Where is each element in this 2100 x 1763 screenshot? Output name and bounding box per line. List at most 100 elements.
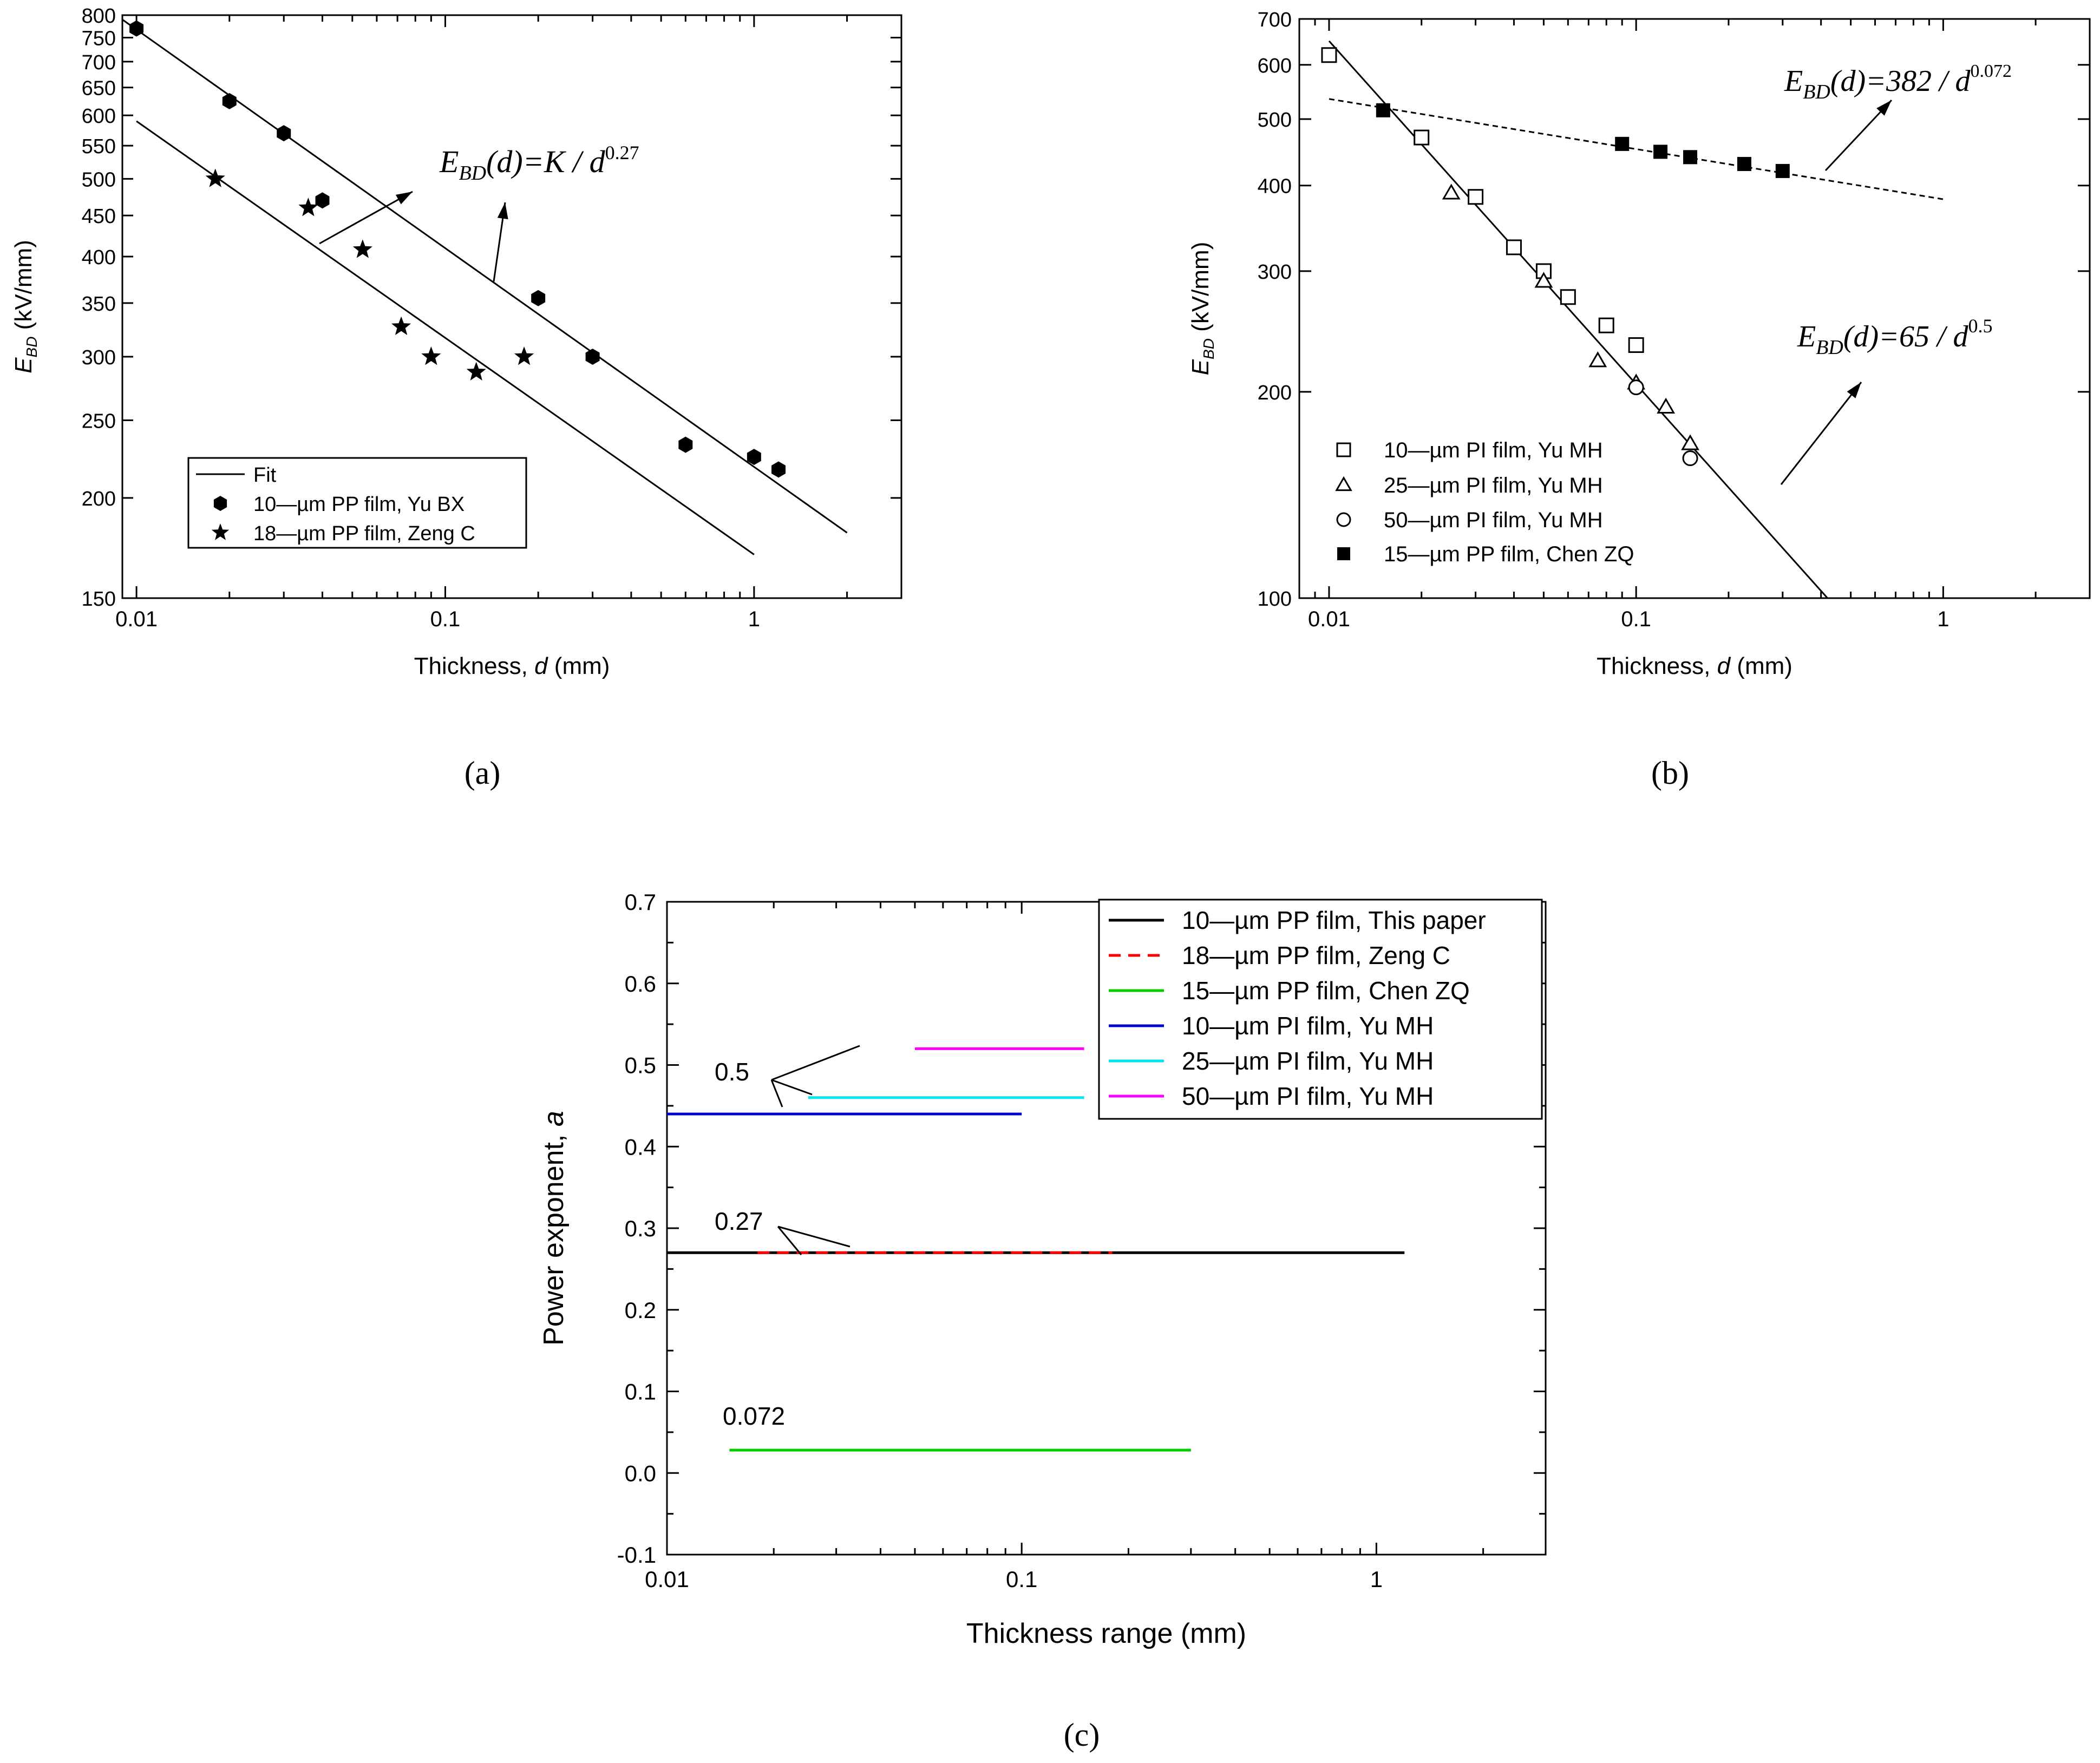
- panel-b-xlabel-var: d: [1717, 653, 1731, 679]
- panel-c-annotation-0.27: 0.27: [715, 1207, 763, 1235]
- panel-b-point-open-triangle: [1657, 397, 1676, 414]
- panel-b-ytick-label: 100: [1258, 588, 1292, 611]
- panel-a-legend-star: [211, 523, 230, 540]
- panel-c-leader: [771, 1079, 813, 1096]
- panel-b-point-filled-square: [1653, 145, 1668, 159]
- panel-b-xlabel-unit: (mm): [1730, 653, 1792, 679]
- panel-a-point-star: [391, 316, 411, 335]
- panel-b-frame: [1298, 18, 2091, 599]
- panel-a-ylabel-sub: BD: [23, 337, 40, 358]
- panel-b-point-open-triangle: [1681, 434, 1699, 450]
- panel-c-ylabel-var: a: [538, 1111, 570, 1126]
- panel-a-legend-label: 10—µm PP film, Yu BX: [253, 493, 465, 516]
- panel-a-ytick-label: 700: [82, 51, 116, 74]
- panel-c-ytick-label: 0.0: [625, 1460, 656, 1486]
- panel-c-xtick-label: 0.1: [1006, 1567, 1037, 1592]
- panel-b-legend-filled-square: [1337, 547, 1350, 560]
- panel-b-ylabel-unit: (kV/mm): [1187, 242, 1214, 338]
- panel-b-xlabel-text: Thickness,: [1597, 653, 1717, 679]
- panel-c-legend-label: 15—µm PP film, Chen ZQ: [1182, 976, 1470, 1005]
- panel-c-annotation-0.072: 0.072: [723, 1402, 785, 1430]
- panel-a-ytick-label: 550: [82, 135, 116, 158]
- panel-b-point-filled-square: [1376, 103, 1390, 117]
- panel-a-xtick-label: 0.1: [430, 607, 461, 631]
- panel-a-point-hexagon: [222, 93, 237, 109]
- panel-b-point-open-triangle: [1534, 272, 1553, 288]
- panel-b-eq2-sub: BD: [1816, 336, 1843, 359]
- panel-b-point-open-square: [1628, 337, 1644, 353]
- panel-c-ytick-label: 0.5: [625, 1053, 656, 1078]
- panel-a-point-hexagon: [747, 449, 761, 466]
- panel-b-arrow-2-head: [1847, 382, 1861, 398]
- panel-c-leader: [770, 1079, 783, 1107]
- panel-c-leader: [777, 1225, 851, 1248]
- panel-a-xlabel: Thickness, d (mm): [414, 653, 610, 679]
- panel-b-xtick-label: 0.01: [1308, 607, 1350, 631]
- panel-c-label: (c): [1064, 1717, 1100, 1753]
- panel-b-legend-open-square: [1336, 442, 1351, 457]
- panel-a-arrow-right-head: [497, 202, 508, 220]
- panel-b-ytick-label: 200: [1258, 382, 1292, 404]
- panel-a-xlabel-var: d: [534, 653, 548, 679]
- panel-a-ytick-label: 600: [82, 105, 116, 128]
- panel-a-ytick-label: 150: [82, 588, 116, 611]
- panel-c-legend-label: 50—µm PI film, Yu MH: [1182, 1082, 1434, 1110]
- panel-b-point-filled-square: [1775, 163, 1790, 178]
- panel-b-point-open-square: [1468, 189, 1484, 205]
- panel-a-eq-sym: E: [439, 144, 459, 179]
- panel-b-equation-2: EBD(d)=65 / d0.5: [1797, 315, 1993, 359]
- panel-b-legend-label: 15—µm PP film, Chen ZQ: [1384, 542, 1634, 566]
- panel-c-xlabel: Thickness range (mm): [966, 1618, 1246, 1649]
- panel-a-legend-box: [187, 457, 527, 549]
- panel-c-ytick-label: 0.2: [625, 1297, 656, 1323]
- panel-b-arrow-1-head: [1876, 100, 1892, 116]
- panel-c-legend-label: 18—µm PP film, Zeng C: [1182, 941, 1450, 969]
- panel-a-eq-exp: 0.27: [605, 142, 639, 163]
- panel-c-ytick-label: 0.3: [625, 1216, 656, 1241]
- panel-b-eq1-mid: (d)=382 / d: [1830, 64, 1971, 98]
- panel-b-eq1-sym: E: [1784, 64, 1803, 98]
- panel-a-ytick-label: 300: [82, 346, 116, 369]
- panel-b-label: (b): [1651, 755, 1689, 791]
- panel-b-fit-line-1: [1329, 98, 1944, 200]
- panel-b-eq1-exp: 0.072: [1971, 61, 2012, 81]
- panel-c-legend-label: 25—µm PI film, Yu MH: [1182, 1047, 1434, 1075]
- panel-b-point-filled-square: [1737, 156, 1751, 171]
- panel-a-ytick-label: 450: [82, 205, 116, 228]
- panel-c-annotation-0.5: 0.5: [715, 1058, 749, 1086]
- panel-b-legend-label: 10—µm PI film, Yu MH: [1384, 438, 1603, 462]
- panel-a-fit-line-1: [136, 120, 755, 555]
- panel-b-legend-open-triangle: [1335, 476, 1352, 491]
- panel-c-ylabel: Power exponent, a: [538, 1111, 570, 1346]
- panel-b-ytick-label: 500: [1258, 109, 1292, 132]
- panel-c-leader: [777, 1226, 802, 1255]
- panel-b-xtick-label: 1: [1937, 607, 1949, 631]
- panel-a-ylabel-sym: E: [10, 357, 37, 373]
- panel-a-ytick-label: 250: [82, 410, 116, 432]
- panel-b-point-open-triangle: [1442, 183, 1461, 200]
- panel-a-point-hexagon: [129, 20, 144, 37]
- panel-a-legend-label: 18—µm PP film, Zeng C: [253, 522, 475, 545]
- panel-a-ytick-label: 500: [82, 168, 116, 191]
- panel-c-ytick-label: 0.4: [625, 1134, 656, 1159]
- panel-a-frame: [121, 14, 902, 599]
- panel-b-point-open-circle: [1682, 450, 1698, 467]
- panel-b-xtick-label: 0.1: [1621, 607, 1651, 631]
- panel-b-xlabel: Thickness, d (mm): [1597, 653, 1792, 679]
- panel-a-point-hexagon: [678, 436, 693, 453]
- panel-a-point-star: [466, 362, 486, 381]
- panel-b-legend-label: 50—µm PI film, Yu MH: [1384, 508, 1603, 532]
- panel-a-xlabel-unit: (mm): [548, 653, 610, 679]
- panel-b-legend-label: 25—µm PI film, Yu MH: [1384, 474, 1603, 497]
- panel-b-point-open-square: [1506, 239, 1522, 255]
- panel-c-legend-label: 10—µm PI film, Yu MH: [1182, 1012, 1434, 1040]
- panel-b-point-open-circle: [1628, 379, 1644, 396]
- panel-a-xlabel-text: Thickness,: [414, 653, 535, 679]
- panel-b-ytick-label: 400: [1258, 175, 1292, 198]
- panel-c-ytick-label: 0.1: [625, 1379, 656, 1405]
- panel-b-point-filled-square: [1615, 136, 1630, 151]
- panel-a-xtick-label: 1: [748, 607, 760, 631]
- panel-b-arrow-2-shaft: [1780, 382, 1862, 485]
- panel-a-ytick-label: 350: [82, 293, 116, 316]
- panel-a-point-hexagon: [531, 290, 546, 306]
